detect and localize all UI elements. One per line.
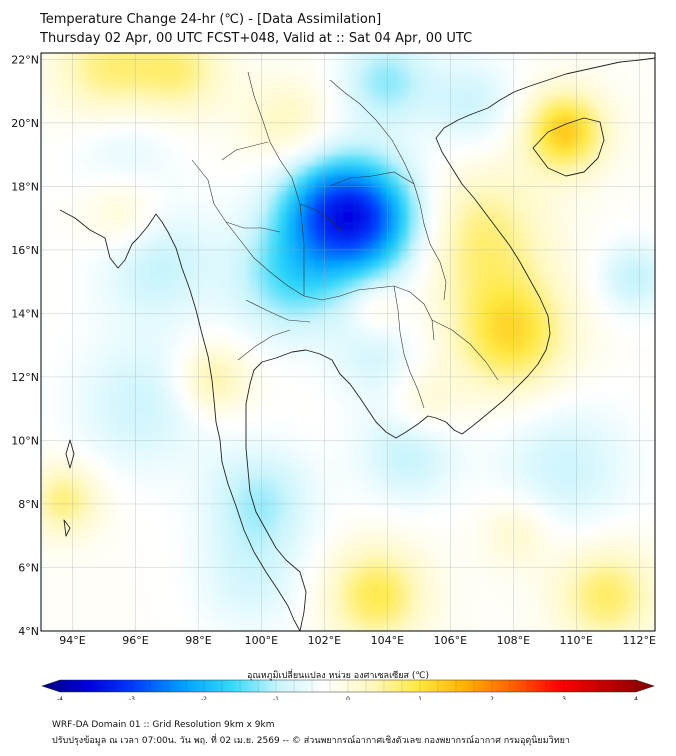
coastlines bbox=[59, 57, 655, 631]
longitude-axis: 94°E 96°E 98°E 100°E 102°E 104°E 106°E 108°E 110… bbox=[59, 634, 656, 647]
lat-tick-label: 22°N bbox=[11, 53, 39, 66]
lat-tick-label: 8°N bbox=[18, 498, 39, 511]
lon-tick-label: 106°E bbox=[434, 634, 467, 647]
lon-tick-label: 94°E bbox=[59, 634, 85, 647]
lat-lon-grid bbox=[41, 53, 655, 631]
plot-frame bbox=[40, 52, 656, 632]
lon-tick-label: 98°E bbox=[185, 634, 211, 647]
colorbar-tick-label: 4 bbox=[634, 696, 638, 700]
colorbar-label: อุณหภูมิเปลี่ยนแปลง หน่วย องศาเซลเซียส (… bbox=[246, 671, 430, 681]
lat-tick-label: 6°N bbox=[18, 561, 39, 574]
lon-tick-label: 104°E bbox=[371, 634, 404, 647]
lon-tick-label: 108°E bbox=[497, 634, 530, 647]
colorbar-tick-label: -1 bbox=[273, 696, 279, 700]
colorbar-tick-label: -3 bbox=[129, 696, 135, 700]
lat-tick-label: 10°N bbox=[11, 434, 39, 447]
colorbar-tick-label: 2 bbox=[490, 696, 494, 700]
lat-tick-label: 20°N bbox=[11, 117, 39, 130]
colorbar-tick-label: 1 bbox=[418, 696, 422, 700]
lon-tick-label: 110°E bbox=[560, 634, 593, 647]
colorbar-tick-label: 3 bbox=[562, 696, 566, 700]
admin-borders bbox=[191, 71, 499, 409]
footer-credit: ปรับปรุงข้อมูล ณ เวลา 07:00น. วัน พฤ. ที… bbox=[52, 736, 570, 746]
temperature-change-map: 94°E 96°E 98°E 100°E 102°E 104°E 106°E 108°E 110… bbox=[11, 52, 656, 700]
lat-tick-label: 16°N bbox=[11, 244, 39, 257]
lat-tick-label: 12°N bbox=[11, 371, 39, 384]
colorbar-tick-label: 0 bbox=[346, 696, 350, 700]
lat-tick-label: 4°N bbox=[18, 625, 39, 638]
colorbar-tick-label: -2 bbox=[201, 696, 207, 700]
lon-tick-label: 100°E bbox=[245, 634, 278, 647]
lat-tick-label: 18°N bbox=[11, 180, 39, 193]
colorbar: -4 -3 -2 -1 0 1 2 3 4 bbox=[41, 679, 655, 700]
lon-tick-label: 102°E bbox=[308, 634, 341, 647]
lat-tick-label: 14°N bbox=[11, 307, 39, 320]
latitude-axis: 4°N 6°N 8°N 10°N 12°N 14°N 16°N 18°N 20°N 22°N bbox=[11, 53, 39, 638]
colorbar-bar bbox=[41, 679, 655, 693]
colorbar-tick-label: -4 bbox=[57, 696, 63, 700]
lon-tick-label: 112°E bbox=[623, 634, 656, 647]
lon-tick-label: 96°E bbox=[122, 634, 148, 647]
temperature-field bbox=[41, 53, 655, 631]
footer-resolution: WRF-DA Domain 01 :: Grid Resolution 9km … bbox=[52, 720, 275, 730]
map-subtitle: Thursday 02 Apr, 00 UTC FCST+048, Valid … bbox=[40, 31, 473, 46]
map-title: Temperature Change 24-hr (℃) - [Data Ass… bbox=[40, 12, 382, 27]
